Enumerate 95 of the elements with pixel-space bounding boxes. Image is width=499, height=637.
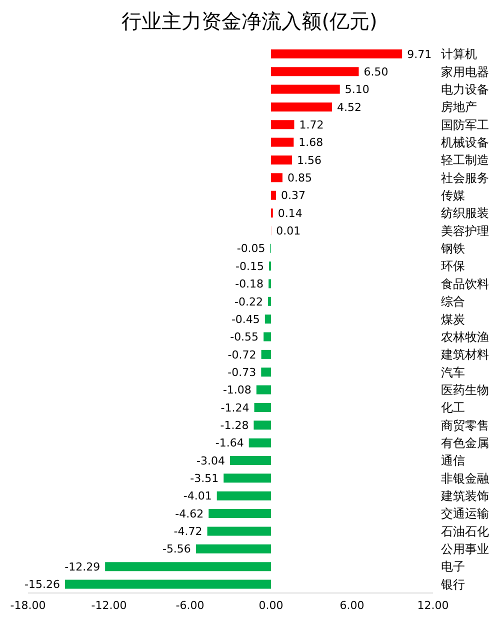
bar (224, 474, 271, 483)
y-tick-label: 非银金融 (441, 471, 489, 486)
y-tick-label: 社会服务 (441, 170, 489, 185)
y-tick-label: 交通运输 (441, 506, 489, 521)
data-label: -0.72 (228, 348, 256, 362)
bar (105, 562, 271, 572)
y-tick-label: 商贸零售 (441, 418, 489, 432)
y-tick-label: 美容护理 (441, 224, 489, 238)
bar (271, 120, 294, 130)
data-label: -0.73 (228, 366, 256, 379)
bar (216, 491, 271, 500)
y-tick-label: 煤炭 (441, 312, 465, 326)
y-tick-label: 钢铁 (440, 242, 465, 256)
data-label: 0.01 (276, 224, 301, 238)
data-label: -1.64 (215, 436, 244, 450)
data-label: -3.04 (196, 454, 225, 468)
data-label: 1.72 (299, 118, 324, 132)
bar (264, 332, 271, 342)
bar (271, 138, 294, 147)
y-tick-label: 食品饮料 (441, 276, 489, 291)
y-tick-label: 家用电器 (441, 64, 489, 79)
y-tick-label: 石油石化 (441, 524, 489, 538)
bar (254, 420, 271, 430)
y-tick-label: 机械设备 (441, 135, 489, 150)
data-label: 0.85 (287, 172, 312, 185)
y-tick-label: 化工 (441, 400, 465, 415)
x-tick-label: -6.00 (176, 598, 204, 612)
data-label: -0.18 (235, 278, 264, 291)
y-tick-label: 通信 (441, 454, 465, 468)
y-tick-label: 公用事业 (441, 542, 489, 556)
bar (207, 526, 271, 536)
x-tick-label: 0.00 (258, 598, 284, 612)
y-tick-label: 纺织服装 (441, 206, 489, 220)
y-tick-label: 房地产 (441, 100, 477, 114)
y-tick-label: 环保 (441, 259, 465, 274)
data-label: -1.24 (220, 401, 250, 414)
y-tick-label: 汽车 (441, 365, 465, 380)
data-label: -0.15 (236, 260, 264, 273)
y-tick-label: 有色金属 (441, 436, 489, 450)
bar (64, 580, 271, 589)
x-tick-label: 12.00 (417, 598, 449, 612)
data-label: 0.37 (280, 189, 306, 202)
y-tick-label: 农林牧渔 (441, 330, 489, 344)
data-label: 1.68 (298, 136, 324, 150)
data-label: -3.51 (190, 472, 219, 486)
bar (271, 49, 402, 58)
bar (271, 190, 276, 200)
bar (271, 155, 292, 164)
bar (256, 385, 271, 394)
data-label: 6.50 (364, 65, 388, 78)
data-label: -12.29 (64, 560, 100, 574)
y-tick-label: 建筑材料 (440, 348, 489, 362)
data-label: -0.55 (230, 330, 259, 344)
x-tick-label: 6.00 (340, 598, 364, 612)
bar (271, 84, 340, 94)
data-label: -5.56 (162, 542, 191, 556)
bar (230, 456, 271, 465)
data-label: -0.05 (236, 242, 266, 256)
y-tick-label: 电力设备 (441, 82, 489, 96)
bar (261, 350, 271, 359)
bar (268, 296, 271, 306)
bar (254, 402, 271, 412)
chart-title: 行业主力资金净流入额(亿元) (120, 8, 378, 35)
bar (271, 67, 359, 76)
bar (248, 438, 271, 448)
data-label: -1.28 (220, 418, 249, 432)
y-tick-label: 建筑装饰 (440, 489, 489, 504)
data-label: -0.45 (231, 312, 260, 326)
data-label: -4.62 (175, 507, 204, 520)
bar (271, 173, 282, 182)
data-label: 0.14 (278, 206, 302, 220)
y-tick-label: 医药生物 (441, 382, 489, 397)
data-label: 5.10 (344, 83, 370, 96)
bar (271, 102, 332, 112)
y-tick-label: 电子 (441, 560, 465, 574)
data-label: -15.26 (24, 578, 60, 592)
data-label: -1.08 (222, 384, 252, 397)
data-label: 1.56 (297, 154, 322, 167)
y-tick-label: 传媒 (441, 188, 465, 203)
data-label: 4.52 (337, 100, 362, 114)
x-tick-label: -18.00 (10, 598, 46, 612)
data-label: -0.22 (234, 295, 264, 308)
y-tick-label: 轻工制造 (441, 153, 489, 168)
data-label: -4.72 (174, 525, 202, 538)
y-tick-label: 计算机 (441, 47, 477, 62)
y-tick-label: 国防军工 (441, 118, 489, 132)
data-label: 9.71 (407, 48, 432, 61)
bar (264, 314, 271, 324)
x-tick-label: -12.00 (91, 598, 127, 612)
bar (261, 368, 271, 377)
data-label: -4.01 (183, 490, 212, 503)
bar (196, 544, 271, 554)
bar (208, 509, 271, 518)
y-tick-label: 综合 (441, 294, 465, 309)
y-tick-label: 银行 (440, 577, 465, 592)
